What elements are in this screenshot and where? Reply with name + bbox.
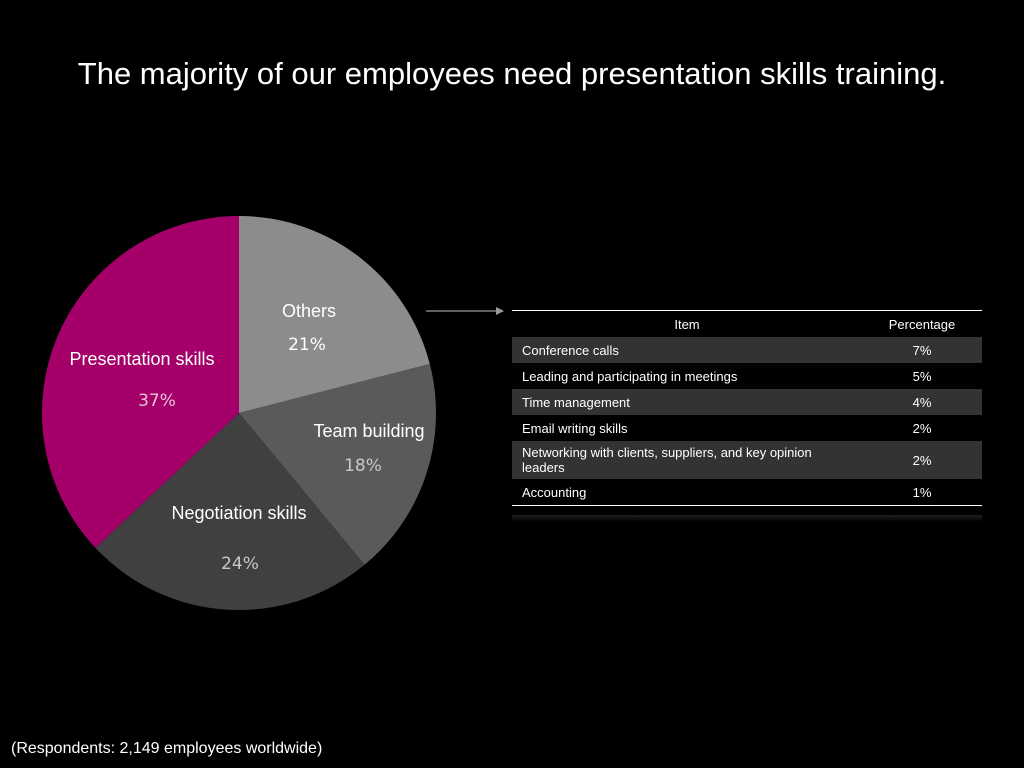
footnote: (Respondents: 2,149 employees worldwide)	[11, 740, 323, 757]
pie-slice-team-building	[239, 364, 436, 565]
slice-label: Presentation skills	[69, 349, 214, 369]
slice-value-label: 18%	[344, 456, 382, 476]
pie-slice-others	[239, 216, 430, 413]
row-item: Conference calls	[512, 337, 862, 363]
slice-value-label: 37%	[138, 391, 176, 411]
breakdown-table: Item Percentage Conference calls 7% Lead…	[512, 310, 982, 506]
row-percentage: 2%	[862, 415, 982, 441]
table-row: Conference calls 7%	[512, 337, 982, 363]
row-item: Leading and participating in meetings	[512, 363, 862, 389]
slide-title: The majority of our employees need prese…	[77, 56, 947, 91]
table-row: Time management 4%	[512, 389, 982, 415]
header-percentage: Percentage	[888, 316, 956, 332]
slice-label: Others	[282, 301, 336, 321]
pie-slice-presentation-skills	[41, 215, 239, 548]
table-row: Networking with clients, suppliers, and …	[512, 441, 982, 479]
row-percentage: 5%	[862, 363, 982, 389]
row-item: Networking with clients, suppliers, and …	[512, 441, 862, 479]
pie-slice-negotiation-skills	[95, 413, 365, 611]
slice-value-label: 21%	[288, 335, 326, 355]
table-shadow	[512, 515, 982, 522]
table-header-row: Item Percentage	[512, 311, 982, 338]
row-percentage: 4%	[862, 389, 982, 415]
table-row: Email writing skills 2%	[512, 415, 982, 441]
slice-label: Negotiation skills	[171, 503, 306, 523]
row-percentage: 7%	[862, 337, 982, 363]
row-item: Time management	[512, 389, 862, 415]
row-item: Email writing skills	[512, 415, 862, 441]
row-percentage: 1%	[862, 479, 982, 506]
header-item: Item	[674, 316, 700, 332]
slice-value-label: 24%	[221, 554, 259, 574]
table-row: Leading and participating in meetings 5%	[512, 363, 982, 389]
slice-label: Team building	[313, 421, 424, 441]
table-row: Accounting 1%	[512, 479, 982, 506]
row-percentage: 2%	[862, 441, 982, 479]
row-item: Accounting	[512, 479, 862, 506]
